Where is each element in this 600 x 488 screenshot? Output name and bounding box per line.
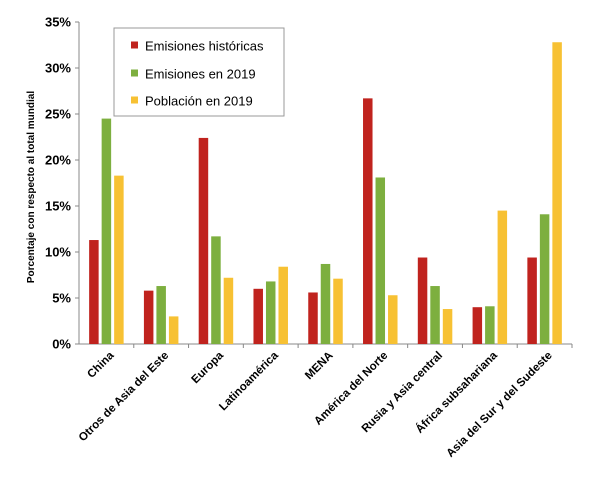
bar	[114, 175, 124, 344]
bar	[417, 257, 428, 344]
x-tick-label: Europa	[190, 349, 227, 386]
x-tick-label: Otros de Asia del Este	[77, 350, 172, 445]
bar	[375, 177, 386, 344]
legend-label: Emisiones históricas	[145, 39, 264, 54]
bar	[211, 236, 221, 344]
bar	[223, 277, 234, 344]
bar	[442, 309, 453, 344]
y-tick-label: 0%	[52, 337, 71, 352]
bar	[388, 295, 398, 344]
bar	[101, 118, 112, 344]
x-tick-label: China	[85, 349, 117, 381]
y-tick-label: 20%	[45, 153, 71, 168]
bar	[143, 290, 154, 344]
legend-swatch	[131, 41, 138, 49]
y-tick-label: 10%	[45, 245, 71, 260]
y-tick-label: 30%	[45, 61, 71, 76]
y-tick-label: 25%	[45, 107, 71, 122]
legend-label: Población en 2019	[145, 94, 253, 109]
bar	[308, 292, 318, 344]
bar	[539, 214, 550, 344]
y-tick-label: 35%	[45, 15, 71, 30]
bar	[333, 278, 343, 344]
bar	[156, 286, 166, 344]
bar	[430, 286, 440, 344]
x-tick-label: Asia del Sur y del Sudeste	[445, 350, 555, 460]
x-tick-label: Latinoamérica	[217, 349, 281, 413]
legend-swatch	[131, 69, 138, 77]
bar	[89, 240, 99, 344]
bar	[472, 307, 483, 344]
bar	[320, 263, 331, 344]
bars-group	[89, 42, 562, 345]
y-axis-label: Porcentaje con respecto al total mundial	[26, 91, 37, 283]
bar	[363, 98, 373, 344]
bar	[198, 137, 209, 344]
bar	[485, 306, 495, 344]
legend: Emisiones históricas Emisiones en 2019 Pob…	[113, 27, 285, 117]
legend-frame	[113, 27, 285, 117]
bar	[497, 210, 508, 344]
bar	[552, 42, 562, 345]
legend-label: Emisiones en 2019	[145, 67, 256, 82]
x-tick-label: MENA	[303, 350, 335, 382]
y-tick-label: 15%	[45, 199, 71, 214]
legend-swatch	[131, 96, 138, 104]
y-tick-label: 5%	[52, 291, 71, 306]
bar	[278, 266, 288, 344]
bar	[527, 257, 537, 344]
bar	[253, 288, 263, 344]
bar	[168, 316, 179, 344]
bar	[265, 281, 276, 344]
